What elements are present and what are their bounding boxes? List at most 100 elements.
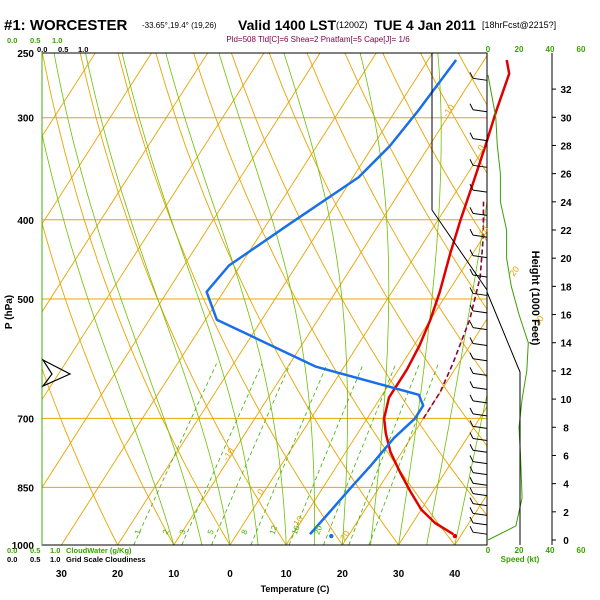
cloud-tick-bottom-green-1: 0.5 bbox=[30, 546, 40, 555]
wind-barb-420 bbox=[472, 234, 488, 238]
station-coords: -33.65°,19.4° (19,26) bbox=[142, 21, 217, 30]
upper-boundary-line bbox=[431, 53, 488, 291]
cloud-tick-bottom-green-2: 1.0 bbox=[50, 546, 60, 555]
isotherm-30 bbox=[398, 406, 487, 545]
isotherm--10 bbox=[173, 54, 487, 545]
dry-adiabat--20 bbox=[42, 367, 119, 545]
wind-barb-flag-520 bbox=[469, 304, 474, 312]
dry-adiabat-90 bbox=[382, 53, 487, 242]
wind-barb-flag-395 bbox=[469, 207, 474, 214]
wind-barb-flag-445 bbox=[469, 249, 474, 256]
wind-barb-845 bbox=[472, 482, 488, 486]
wind-barb-flag-570 bbox=[469, 337, 474, 344]
wind-barb-920 bbox=[472, 512, 488, 516]
stability-indices: Pld=508 Tld[C]=6 Shea=2 Pnatfam[=5 Cape[… bbox=[226, 35, 410, 44]
dry-adiabat-30 bbox=[155, 53, 399, 545]
cloud-water-label: CloudWater (g/Kg) bbox=[66, 546, 132, 555]
height-tick-8: 8 bbox=[563, 423, 569, 434]
height-tick-10: 10 bbox=[560, 395, 572, 406]
dry-adiabat-40 bbox=[193, 53, 456, 545]
pressure-tick-400: 400 bbox=[17, 216, 34, 227]
cloud-tick-top-black-2: 1.0 bbox=[78, 45, 88, 54]
temp-tick-40: 40 bbox=[449, 569, 461, 580]
dry-adiabat-80 bbox=[344, 53, 487, 310]
isotherm-label-7: 10 bbox=[291, 514, 305, 528]
speed-tick-bottom-60: 60 bbox=[577, 546, 586, 555]
moist-adiabat-10 bbox=[165, 53, 287, 545]
height-tick-6: 6 bbox=[563, 451, 569, 462]
isotherm-label-6: 0 bbox=[255, 487, 266, 497]
temp-tick-20: 20 bbox=[337, 569, 349, 580]
mixing-ratio-label-2: 2 bbox=[161, 528, 171, 536]
wind-barb-flag-770 bbox=[469, 444, 474, 451]
wind-barb-flag-270 bbox=[469, 72, 474, 79]
wind-barb-495 bbox=[472, 292, 488, 296]
temperature-trace bbox=[382, 59, 511, 536]
mixing-ratio-label-1: 1 bbox=[133, 528, 143, 536]
wind-barb-470 bbox=[472, 274, 488, 278]
wind-barb-395 bbox=[472, 212, 488, 216]
mixing-ratio-8 bbox=[288, 363, 364, 545]
forecast-date: TUE 4 Jan 2011 bbox=[374, 17, 476, 33]
y-axis-label: P (hPa) bbox=[4, 295, 15, 329]
dewpoint-trace bbox=[205, 59, 458, 536]
wind-speed-profile bbox=[487, 74, 529, 541]
wind-barb-370 bbox=[472, 189, 488, 193]
wind-barb-770 bbox=[472, 449, 488, 453]
speed-tick-bottom-20: 20 bbox=[515, 546, 524, 555]
cloud-tick-top-green-0: 0.0 bbox=[7, 36, 17, 45]
height-tick-24: 24 bbox=[560, 198, 572, 209]
speed-label: Speed (kt) bbox=[501, 555, 540, 564]
cloud-tick-top-green-1: 0.5 bbox=[30, 36, 40, 45]
height-tick-26: 26 bbox=[560, 170, 572, 181]
speed-boundary-line bbox=[486, 291, 521, 545]
pressure-tick-300: 300 bbox=[17, 114, 34, 125]
wind-barb-flag-720 bbox=[469, 420, 474, 427]
wind-barb-flag-420 bbox=[469, 228, 474, 236]
speed-tick-bottom-0: 0 bbox=[486, 546, 491, 555]
height-tick-4: 4 bbox=[563, 480, 569, 491]
cloud-tick-bottom-black-0: 0.0 bbox=[7, 555, 17, 564]
height-tick-28: 28 bbox=[560, 141, 572, 152]
isotherm-label-3: 20 bbox=[507, 264, 521, 278]
station-title: #1: WORCESTER bbox=[4, 17, 128, 34]
isotherm--40 bbox=[42, 53, 321, 489]
height-tick-20: 20 bbox=[560, 254, 572, 265]
wind-barb-flag-645 bbox=[469, 381, 474, 388]
moist-adiabat-0 bbox=[85, 53, 231, 545]
dry-adiabat-50 bbox=[230, 53, 487, 516]
wind-barb-795 bbox=[472, 461, 488, 465]
pressure-tick-850: 850 bbox=[17, 483, 34, 494]
dry-adiabat-70 bbox=[306, 53, 487, 379]
moist-adiabat--5 bbox=[53, 53, 203, 545]
moist-adiabat-25 bbox=[359, 53, 390, 545]
wind-barb-flag-745 bbox=[469, 432, 474, 439]
wind-barb-520 bbox=[472, 310, 488, 314]
wind-barb-flag-970 bbox=[469, 525, 474, 533]
moist-adiabat-35 bbox=[426, 198, 487, 545]
isotherm-label-8: 20 bbox=[338, 529, 352, 543]
wind-barb-flag-620 bbox=[469, 367, 474, 374]
isotherm-label-2: 10 bbox=[477, 224, 491, 238]
isotherm--20 bbox=[117, 53, 433, 545]
pressure-tick-1000: 1000 bbox=[12, 541, 35, 552]
dry-adiabat--10 bbox=[42, 221, 175, 545]
isotherm--50 bbox=[42, 53, 265, 401]
wind-barb-flag-870 bbox=[469, 487, 474, 494]
surface-dewpoint-point bbox=[329, 533, 334, 539]
parcel-trace bbox=[422, 201, 485, 419]
wind-barb-flag-945 bbox=[469, 516, 474, 524]
height-tick-16: 16 bbox=[560, 311, 572, 322]
wind-barb-flag-545 bbox=[469, 321, 474, 328]
wind-barb-flag-495 bbox=[469, 287, 474, 294]
mixing-ratio-label-8: 8 bbox=[240, 528, 250, 536]
freezing-level-marker bbox=[41, 358, 72, 388]
isotherm--60 bbox=[42, 53, 209, 313]
height-tick-22: 22 bbox=[560, 226, 572, 237]
mixing-ratio-label-20: 20 bbox=[313, 524, 325, 536]
dry-adiabat-140 bbox=[572, 53, 600, 545]
wind-barb-870 bbox=[472, 493, 488, 497]
sounding-traces bbox=[205, 59, 511, 539]
wind-barb-720 bbox=[472, 425, 488, 429]
